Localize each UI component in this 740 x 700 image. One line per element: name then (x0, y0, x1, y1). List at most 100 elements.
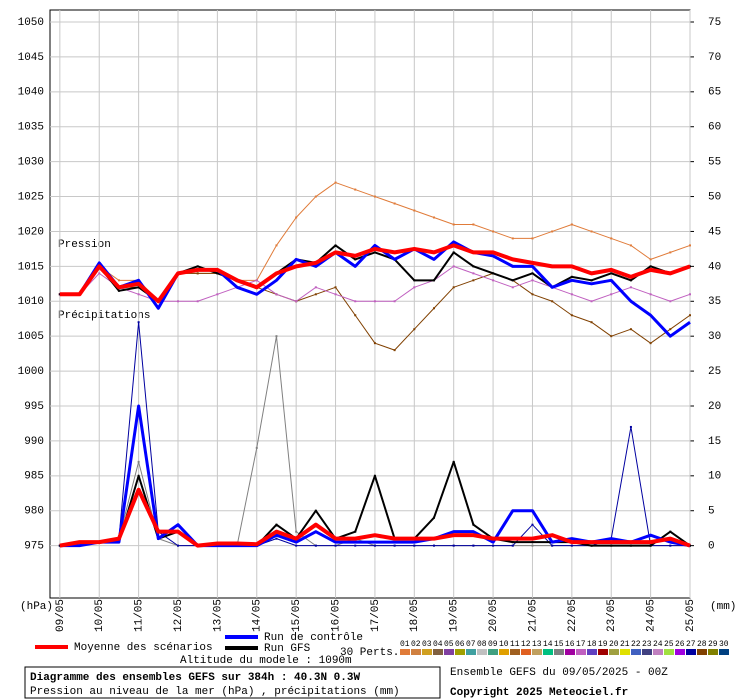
y2-tick-label: 75 (708, 17, 721, 29)
point (373, 300, 376, 303)
member-swatch (510, 649, 520, 655)
member-label: 03 (422, 640, 432, 649)
point (433, 307, 435, 310)
title-box (24, 666, 441, 699)
chart-title: Diagramme des ensembles GEFS sur 384h : … (30, 672, 360, 684)
precip-label: Précipitations (58, 310, 150, 322)
member-label: 28 (697, 640, 707, 649)
point (393, 544, 396, 547)
y-tick-label: 1035 (18, 122, 44, 134)
point (334, 286, 337, 289)
x-tick-label: 09/05 (55, 599, 67, 632)
point (117, 289, 120, 292)
x-tick-label: 15/05 (291, 599, 303, 632)
member-label: 30 (719, 640, 729, 649)
point (354, 258, 357, 261)
point (196, 265, 199, 268)
y2-tick-label: 30 (708, 331, 721, 343)
member-label: 14 (543, 640, 553, 649)
member-swatch (488, 649, 498, 655)
member-label: 07 (466, 640, 476, 649)
member-swatch (565, 649, 575, 655)
point (570, 223, 573, 226)
point (629, 328, 632, 331)
y-tick-label: 1030 (18, 157, 44, 169)
member-label: 27 (686, 640, 696, 649)
y-tick-label: 980 (24, 506, 44, 518)
member-swatch (620, 649, 630, 655)
member-swatch (422, 649, 432, 655)
point (629, 244, 632, 247)
point (433, 216, 435, 219)
point (669, 530, 672, 533)
y-tick-label: 975 (24, 541, 44, 553)
point (610, 335, 613, 338)
point (137, 474, 140, 477)
member-swatch (532, 649, 542, 655)
point (393, 300, 396, 303)
y-unit: (hPa) (20, 601, 53, 613)
member-swatch (455, 649, 465, 655)
y-tick-label: 1005 (18, 331, 44, 343)
point (629, 286, 632, 289)
point (669, 300, 672, 303)
legend-label: Moyenne des scénarios (74, 642, 213, 654)
member-label: 19 (598, 640, 608, 649)
member-swatch (499, 649, 509, 655)
point (492, 279, 495, 282)
members-label: 30 Perts. (340, 647, 399, 659)
y2-tick-label: 70 (708, 52, 721, 64)
y-tick-label: 985 (24, 471, 44, 483)
point (314, 509, 317, 512)
member-label: 15 (554, 640, 564, 649)
point (334, 544, 337, 547)
point (413, 544, 416, 547)
point (511, 286, 514, 289)
member-label: 16 (565, 640, 575, 649)
member-swatch (477, 649, 487, 655)
point (295, 544, 298, 547)
member-label: 10 (499, 640, 509, 649)
series-line (59, 487, 691, 548)
member-swatch (543, 649, 553, 655)
point (373, 195, 376, 198)
point (413, 279, 416, 282)
point (373, 342, 376, 345)
point (275, 523, 278, 526)
chart-subtitle: Pression au niveau de la mer (hPa) , pré… (30, 686, 400, 698)
member-swatch (719, 649, 729, 655)
point (551, 544, 554, 547)
member-swatch (587, 649, 597, 655)
point (629, 544, 632, 547)
point (255, 446, 258, 449)
point (669, 544, 672, 547)
point (295, 216, 298, 219)
point (275, 335, 278, 338)
member-label: 23 (642, 640, 652, 649)
point (472, 272, 475, 275)
y2-tick-label: 5 (708, 506, 715, 518)
point (570, 544, 573, 547)
x-tick-label: 10/05 (94, 599, 106, 632)
y2-tick-label: 10 (708, 471, 721, 483)
point (275, 537, 278, 540)
member-label: 24 (653, 640, 663, 649)
point (452, 223, 455, 226)
point (531, 279, 534, 282)
point (216, 272, 219, 275)
member-swatch (686, 649, 696, 655)
point (373, 251, 376, 254)
member-label: 12 (521, 640, 531, 649)
point (511, 279, 514, 282)
point (433, 516, 435, 519)
point (98, 272, 101, 275)
x-tick-label: 24/05 (646, 599, 658, 632)
member-label: 17 (576, 640, 586, 649)
member-label: 22 (631, 640, 641, 649)
point (669, 328, 672, 331)
x-tick-label: 17/05 (370, 599, 382, 632)
point (492, 544, 495, 547)
legend-label: Run GFS (264, 643, 311, 655)
point (610, 272, 613, 275)
y-tick-label: 1020 (18, 226, 44, 238)
